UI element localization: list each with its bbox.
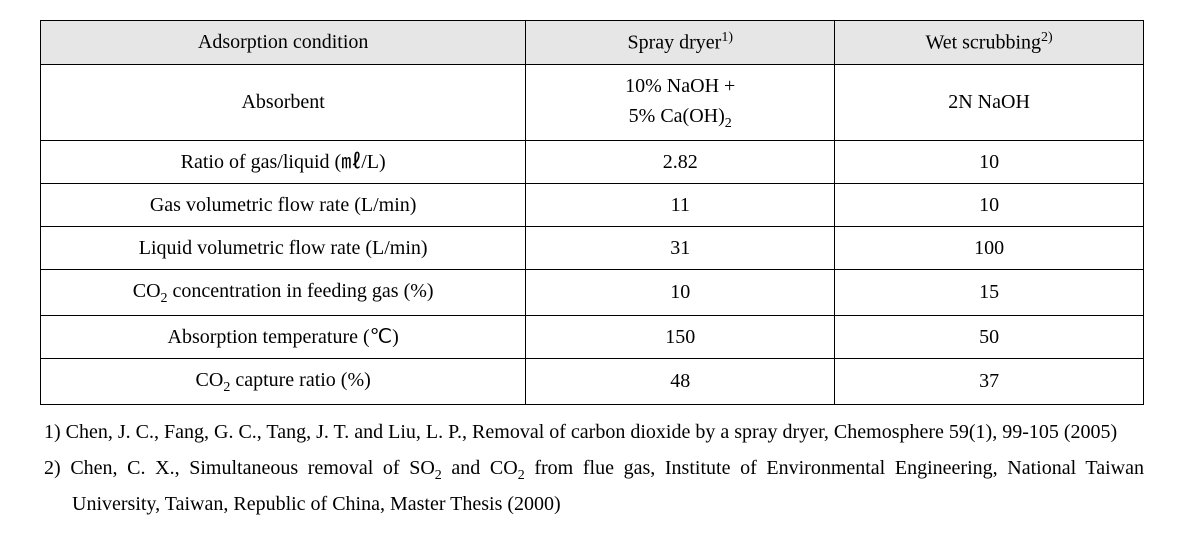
col-header-condition: Adsorption condition xyxy=(41,21,526,65)
table-row: Absorption temperature (℃) 150 50 xyxy=(41,315,1144,358)
spray-cell: 48 xyxy=(526,358,835,404)
param-cell: Liquid volumetric flow rate (L/min) xyxy=(41,226,526,269)
table-row: Liquid volumetric flow rate (L/min) 31 1… xyxy=(41,226,1144,269)
table-header-row: Adsorption condition Spray dryer1) Wet s… xyxy=(41,21,1144,65)
spray-cell: 11 xyxy=(526,183,835,226)
table-row: Absorbent 10% NaOH +5% Ca(OH)2 2N NaOH xyxy=(41,64,1144,140)
param-cell: Gas volumetric flow rate (L/min) xyxy=(41,183,526,226)
param-cell: CO2 concentration in feeding gas (%) xyxy=(41,269,526,315)
footnotes: 1) Chen, J. C., Fang, G. C., Tang, J. T.… xyxy=(40,415,1144,522)
spray-cell: 150 xyxy=(526,315,835,358)
spray-cell: 2.82 xyxy=(526,140,835,183)
table-row: CO2 capture ratio (%) 48 37 xyxy=(41,358,1144,404)
param-cell: Absorbent xyxy=(41,64,526,140)
spray-cell: 10 xyxy=(526,269,835,315)
comparison-table: Adsorption condition Spray dryer1) Wet s… xyxy=(40,20,1144,405)
wet-cell: 100 xyxy=(835,226,1144,269)
table-row: Ratio of gas/liquid (㎖/L) 2.82 10 xyxy=(41,140,1144,183)
wet-cell: 10 xyxy=(835,183,1144,226)
wet-cell: 2N NaOH xyxy=(835,64,1144,140)
footnote-2: 2) Chen, C. X., Simultaneous removal of … xyxy=(44,451,1144,522)
wet-cell: 15 xyxy=(835,269,1144,315)
spray-cell: 10% NaOH +5% Ca(OH)2 xyxy=(526,64,835,140)
table-row: CO2 concentration in feeding gas (%) 10 … xyxy=(41,269,1144,315)
footnote-marker: 2) xyxy=(44,457,61,479)
wet-cell: 50 xyxy=(835,315,1144,358)
param-cell: CO2 capture ratio (%) xyxy=(41,358,526,404)
spray-cell: 31 xyxy=(526,226,835,269)
wet-cell: 37 xyxy=(835,358,1144,404)
footnote-text: Chen, C. X., Simultaneous removal of SO2… xyxy=(70,457,1144,516)
wet-cell: 10 xyxy=(835,140,1144,183)
table-row: Gas volumetric flow rate (L/min) 11 10 xyxy=(41,183,1144,226)
footnote-1: 1) Chen, J. C., Fang, G. C., Tang, J. T.… xyxy=(44,415,1144,449)
col-header-wet: Wet scrubbing2) xyxy=(835,21,1144,65)
footnote-text: Chen, J. C., Fang, G. C., Tang, J. T. an… xyxy=(66,421,1118,443)
param-cell: Absorption temperature (℃) xyxy=(41,315,526,358)
col-header-spray: Spray dryer1) xyxy=(526,21,835,65)
footnote-marker: 1) xyxy=(44,421,61,443)
param-cell: Ratio of gas/liquid (㎖/L) xyxy=(41,140,526,183)
